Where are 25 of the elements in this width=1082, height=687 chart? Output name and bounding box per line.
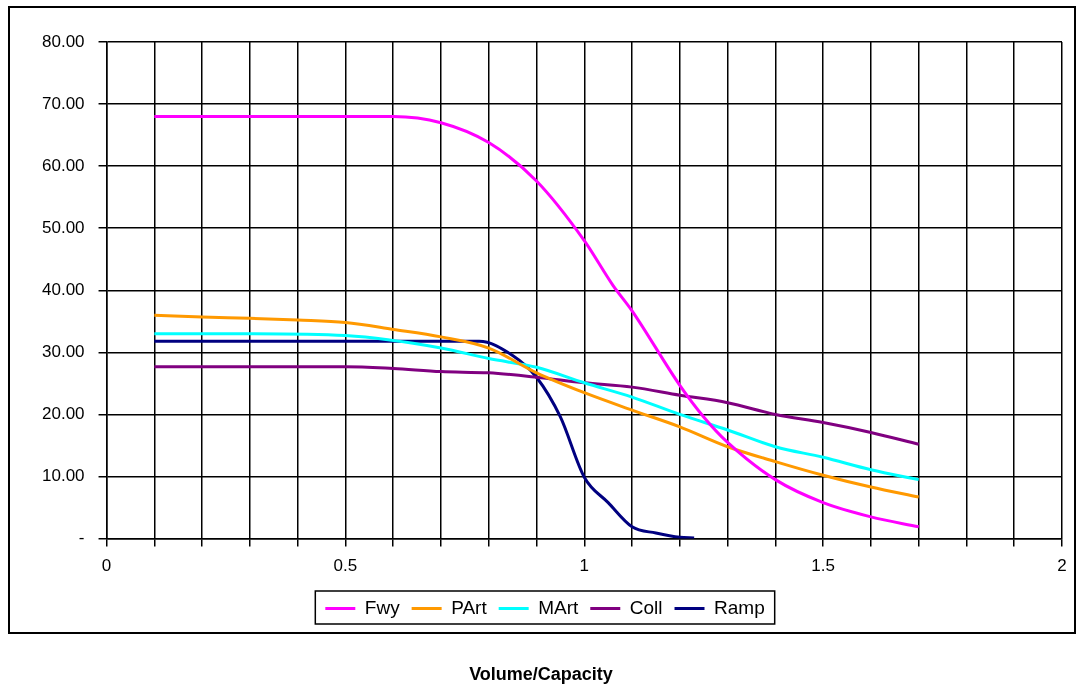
line-series [152, 313, 921, 499]
y-tick-label: 70.00 [41, 93, 85, 113]
legend-label: MArt [538, 596, 579, 618]
x-tick-label: 1 [579, 556, 590, 576]
line-series [152, 339, 696, 539]
y-tick-label: 10.00 [41, 466, 85, 486]
line-series [152, 365, 921, 446]
y-tick-label: 20.00 [41, 404, 85, 424]
legend-label: Coll [629, 596, 663, 618]
legend-label: Ramp [714, 596, 765, 618]
x-tick-label: 2 [1057, 556, 1067, 576]
x-tick-label: 0 [101, 556, 112, 576]
y-tick-label: 60.00 [41, 155, 85, 175]
x-tick-label: 1.5 [811, 556, 835, 576]
legend-label: PArt [451, 596, 488, 618]
line-series [152, 332, 921, 482]
x-axis-title: Volume/Capacity [468, 664, 614, 685]
legend-label: Fwy [364, 596, 401, 618]
x-tick-label: 0.5 [333, 556, 358, 576]
y-tick-label: 50.00 [41, 217, 85, 237]
y-tick-label: 40.00 [41, 279, 85, 299]
line-series [152, 114, 921, 529]
y-tick-label: - [78, 528, 85, 548]
y-tick-label: 80.00 [41, 31, 85, 51]
y-tick-label: 30.00 [41, 342, 85, 362]
